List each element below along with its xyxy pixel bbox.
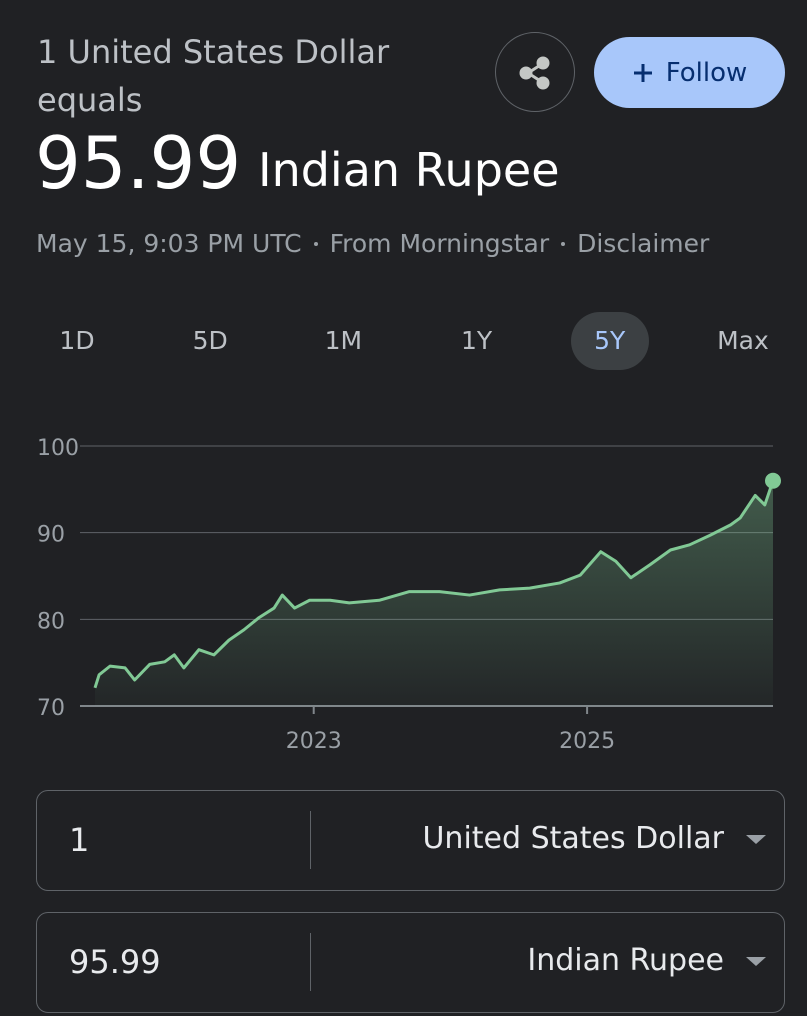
- line: [93, 480, 775, 689]
- range-tab[interactable]: 1Y: [460, 326, 493, 355]
- divider: [310, 933, 311, 991]
- currency-select[interactable]: United States Dollar: [422, 821, 724, 856]
- title: 1 United States Dollar equals: [37, 33, 390, 119]
- converter-row[interactable]: 95.99 Indian Rupee: [36, 912, 785, 1013]
- follow-label: Follow: [665, 57, 748, 88]
- plus-icon: [633, 63, 652, 82]
- divider: [310, 811, 311, 869]
- end-point: [765, 472, 781, 489]
- currency: Indian Rupee: [258, 143, 560, 197]
- caret: [746, 835, 766, 844]
- disclaimer[interactable]: Disclaimer: [577, 229, 710, 258]
- source[interactable]: From Morningstar: [329, 229, 550, 258]
- rate: 95.99: [35, 121, 242, 205]
- y-tick-label: 80: [37, 609, 65, 634]
- y-tick-label: 100: [37, 436, 79, 461]
- separator: [561, 242, 566, 246]
- separator: [313, 242, 318, 246]
- range-tabs: 1D 5D 1M 1Y 5Y Max: [22, 312, 798, 370]
- y-tick-label: 90: [37, 523, 65, 548]
- converter-row[interactable]: 1 United States Dollar: [36, 790, 785, 891]
- caret: [746, 957, 766, 966]
- amount[interactable]: 1: [69, 821, 90, 859]
- area: [95, 480, 773, 706]
- y-tick-label: 70: [37, 696, 65, 721]
- range-tab[interactable]: Max: [717, 326, 769, 355]
- chart: 70 80 90 100 2023 2025: [37, 436, 781, 754]
- timestamp: May 15, 9:03 PM UTC: [36, 229, 302, 258]
- meta: May 15, 9:03 PM UTC From Morningstar Dis…: [36, 226, 709, 262]
- range-tab[interactable]: 5D: [192, 326, 228, 355]
- x-tick-label: 2025: [559, 729, 615, 754]
- follow-button[interactable]: Follow: [594, 37, 785, 108]
- amount[interactable]: 95.99: [69, 943, 161, 981]
- currency-select[interactable]: Indian Rupee: [527, 943, 724, 978]
- range-tab[interactable]: 5Y: [570, 312, 649, 370]
- share-button[interactable]: [495, 32, 575, 112]
- x-tick-label: 2023: [286, 729, 342, 754]
- range-tab[interactable]: 1M: [324, 326, 363, 355]
- range-tab[interactable]: 1D: [59, 326, 95, 355]
- share-icon: [519, 56, 550, 90]
